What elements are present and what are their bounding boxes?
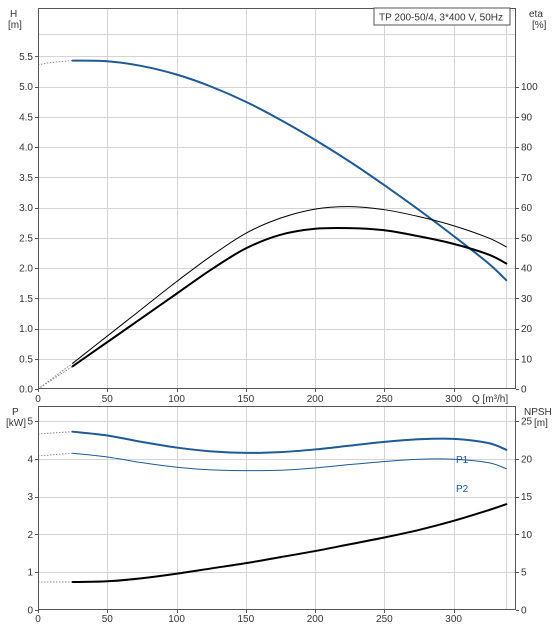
upper-right-tick-label: 100 xyxy=(521,82,538,93)
upper-x-tick-label: 100 xyxy=(168,394,185,405)
lower-left-tick-label: 2 xyxy=(27,530,33,541)
npsh-curve xyxy=(71,503,508,584)
efficiency_upper-extrapolated-curve xyxy=(37,362,73,390)
upper-right-tick-label: 0 xyxy=(521,385,527,396)
lower-left-tick-label: 1 xyxy=(27,568,33,579)
upper-left-tick-label: 2.5 xyxy=(19,233,33,244)
upper-left-tick-label: 1.0 xyxy=(19,324,33,335)
lower-curves xyxy=(37,430,508,584)
upper-left-tick-label: 5.0 xyxy=(19,82,33,93)
lower-grid xyxy=(38,406,516,610)
npsh-axis-label: NPSH xyxy=(524,407,552,418)
p1-series-label: P1 xyxy=(456,455,469,466)
lower-x-tick-label: 300 xyxy=(445,614,462,624)
upper-x-tick-label: 0 xyxy=(35,394,41,405)
lower-plot-frame xyxy=(38,406,516,610)
upper-right-tick-label: 90 xyxy=(521,112,533,123)
lower-x-tick-label: 50 xyxy=(102,614,114,624)
upper-tick-labels: 0 50 100 150 200 250 3000.00.51.01.52.02.53.03… xyxy=(19,52,538,405)
efficiency_lower-curve xyxy=(71,226,508,368)
lower-right-tick-label: 20 xyxy=(521,454,533,465)
lower-left-tick-label: 3 xyxy=(27,492,33,503)
npsh-axis-unit: [m] xyxy=(534,418,548,429)
lower-right-tick-label: 5 xyxy=(521,568,527,579)
upper-axes xyxy=(35,8,519,392)
lower-right-tick-label: 0 xyxy=(521,606,527,617)
upper-left-tick-label: 3.5 xyxy=(19,173,33,184)
upper-x-tick-label: 200 xyxy=(307,394,324,405)
lower-left-tick-label: 5 xyxy=(27,417,33,428)
upper-x-tick-label: 250 xyxy=(376,394,393,405)
lower-x-tick-label: 200 xyxy=(307,614,324,624)
upper-right-tick-label: 20 xyxy=(521,324,533,335)
power-axis-unit: [kW] xyxy=(6,418,26,429)
lower-x-tick-label: 250 xyxy=(376,614,393,624)
lower-right-tick-label: 15 xyxy=(521,492,533,503)
head-axis-unit: [m] xyxy=(8,20,22,31)
upper-left-tick-label: 2.0 xyxy=(19,264,33,275)
upper-left-tick-label: 4.5 xyxy=(19,112,33,123)
p2-extrapolated-curve xyxy=(37,452,73,457)
chart-title-box xyxy=(373,7,511,26)
head-axis-label: H xyxy=(10,9,17,20)
lower-axes xyxy=(35,406,519,613)
upper-curves xyxy=(37,59,508,390)
upper-left-tick-label: 5.5 xyxy=(19,52,33,63)
upper-right-tick-label: 10 xyxy=(521,354,533,365)
lower-x-tick-label: 100 xyxy=(168,614,185,624)
upper-left-tick-label: 0.5 xyxy=(19,354,33,365)
upper-right-tick-label: 80 xyxy=(521,143,533,154)
head-extrapolated-curve xyxy=(37,60,73,66)
upper-right-tick-label: 70 xyxy=(521,173,533,184)
efficiency_upper-curve xyxy=(72,206,507,364)
power-axis-label: P xyxy=(12,407,19,418)
p1-extrapolated-curve xyxy=(37,431,73,435)
upper-left-tick-label: 0.0 xyxy=(19,385,33,396)
upper-left-tick-label: 3.0 xyxy=(19,203,33,214)
upper-left-tick-label: 1.5 xyxy=(19,294,33,305)
chart-title: TP 200-50/4, 3*400 V, 50Hz xyxy=(379,13,503,24)
upper-grid xyxy=(38,8,516,389)
upper-right-tick-label: 60 xyxy=(521,203,533,214)
upper-left-tick-label: 4.0 xyxy=(19,143,33,154)
lower-x-tick-label: 150 xyxy=(237,614,254,624)
eta-axis-unit: [%] xyxy=(532,20,547,31)
upper-plot-frame xyxy=(38,8,516,389)
lower-left-tick-label: 4 xyxy=(27,454,33,465)
upper-x-tick-label: 150 xyxy=(237,394,254,405)
eta-axis-label: eta xyxy=(529,9,543,20)
p2-series-label: P2 xyxy=(456,484,469,495)
p2-curve xyxy=(72,452,507,472)
flow-axis-label: Q [m³/h] xyxy=(472,394,508,405)
lower-right-tick-label: 10 xyxy=(521,530,533,541)
efficiency_lower-extrapolated-curve xyxy=(37,365,73,390)
lower-right-tick-label: 25 xyxy=(521,417,533,428)
p1-curve xyxy=(71,430,508,454)
upper-right-tick-label: 40 xyxy=(521,264,533,275)
head-curve xyxy=(71,59,508,282)
lower-left-tick-label: 0 xyxy=(27,606,33,617)
upper-x-tick-label: 300 xyxy=(445,394,462,405)
upper-right-tick-label: 50 xyxy=(521,233,533,244)
upper-x-tick-label: 50 xyxy=(102,394,114,405)
head-efficiency-chart: 0 50 100 150 200 250 3000.00.51.01.52.02.53.03… xyxy=(8,7,547,405)
upper-right-tick-label: 30 xyxy=(521,294,533,305)
lower-x-tick-label: 0 xyxy=(35,614,41,624)
